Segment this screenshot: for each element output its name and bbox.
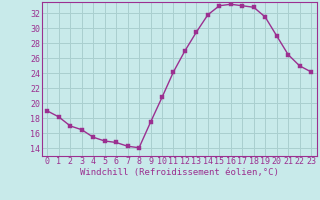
X-axis label: Windchill (Refroidissement éolien,°C): Windchill (Refroidissement éolien,°C) (80, 168, 279, 177)
